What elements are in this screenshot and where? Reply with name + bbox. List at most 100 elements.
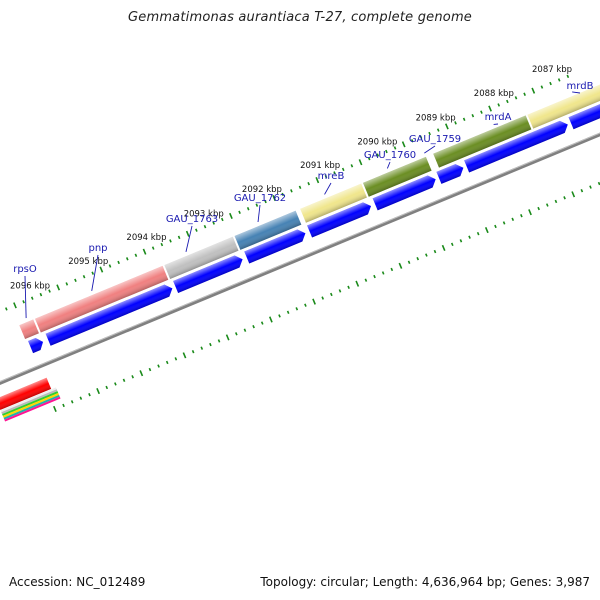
inner-tick-minor: [200, 346, 204, 350]
inner-tick-major: [398, 262, 403, 269]
outer-tick-minor: [39, 292, 43, 297]
outer-tick-minor: [91, 271, 95, 275]
inner-tick-minor: [209, 342, 212, 347]
inner-tick-minor: [416, 256, 420, 261]
cds-arrow-sheen: [28, 337, 44, 354]
inner-tick-minor: [148, 367, 152, 372]
cds-arrow-sheen: [173, 255, 243, 293]
kbp-label: 2094 kbp: [126, 233, 166, 243]
inner-tick-minor: [381, 271, 385, 275]
inner-tick-minor: [330, 292, 333, 297]
gene-label-leader: [324, 182, 332, 195]
outer-tick-minor: [281, 192, 285, 197]
outer-tick-minor: [82, 275, 86, 279]
cds-arrow-sheen: [307, 202, 372, 238]
backbone-highlight: [0, 105, 600, 398]
gene-label-leader: [91, 254, 99, 291]
outer-tick-minor: [74, 278, 77, 283]
outer-tick-major: [99, 266, 104, 273]
outer-tick-minor: [246, 207, 250, 211]
gene-label-leader: [424, 145, 436, 154]
backbone-line: [0, 105, 600, 400]
gene-labels: rpsO pnp GAU_1763 GAU_1762 mreB GAU_1760 GAU_1…: [13, 81, 594, 319]
outer-tick-minor: [514, 96, 518, 100]
outer-tick-minor: [48, 289, 51, 293]
kbp-label: 2090 kbp: [357, 137, 397, 147]
cds-arrow-sheen: [244, 229, 306, 264]
inner-band-green: [2, 391, 59, 416]
outer-tick-minor: [238, 210, 241, 215]
inner-tick-minor: [62, 403, 65, 408]
inner-tick-minor: [433, 249, 437, 254]
inner-tick-major: [53, 405, 57, 413]
feature-sheen: [35, 265, 169, 333]
kbp-label: 2093 kbp: [184, 209, 224, 219]
inner-tick-minor: [476, 231, 480, 236]
outer-tick-minor: [169, 239, 172, 243]
map-title: Gemmatimonas aurantiaca T-27, complete g…: [127, 10, 473, 25]
cds-track: [28, 92, 600, 354]
inner-tick-minor: [390, 267, 394, 272]
kbp-label: 2088 kbp: [474, 89, 514, 99]
inner-tick-major: [96, 387, 100, 395]
inner-tick-minor: [425, 253, 428, 257]
inner-tick-minor: [494, 224, 497, 229]
gene-label: rpsO: [13, 264, 37, 275]
inner-tick-major: [225, 334, 230, 341]
feature-sheen: [19, 319, 39, 340]
kbp-label: 2096 kbp: [10, 281, 50, 291]
inner-tick-minor: [321, 296, 325, 300]
feature-sheen: [300, 183, 367, 223]
gene-label: mreB: [318, 171, 345, 182]
outer-tick-minor: [462, 117, 466, 121]
outer-tick-minor: [65, 282, 69, 286]
inner-tick-minor: [243, 328, 247, 332]
outer-tick-minor: [212, 221, 215, 225]
outer-tick-minor: [134, 253, 138, 257]
gene-label-leader: [386, 161, 391, 169]
gene-label-leader: [24, 275, 27, 319]
outer-tick-minor: [506, 99, 509, 104]
kbp-label: 2092 kbp: [242, 185, 282, 195]
outer-tick-minor: [108, 264, 112, 268]
inner-tick-minor: [459, 239, 463, 243]
inner-tick-minor: [364, 278, 368, 282]
inner-band-yellow: [2, 392, 60, 418]
outer-tick-minor: [151, 246, 155, 250]
inner-tick-major: [312, 298, 316, 305]
kbp-label: 2087 kbp: [532, 65, 572, 75]
outer-tick-major: [56, 284, 61, 291]
inner-band-teal: [3, 394, 60, 420]
outer-tick-minor: [22, 300, 25, 304]
outer-tick-major: [185, 230, 190, 237]
outer-tick-major: [401, 141, 406, 148]
gene-label-leader: [572, 91, 581, 94]
inner-tick-major: [355, 280, 360, 287]
gene-label: GAU_1763: [166, 214, 218, 225]
inner-tick-major: [182, 352, 187, 359]
outer-tick-minor: [264, 199, 267, 204]
inner-tick-minor: [589, 185, 592, 189]
inner-tick-minor: [252, 324, 255, 329]
gene-label: mrdA: [485, 112, 512, 123]
outer-tick-minor: [471, 114, 475, 118]
inner-tick-minor: [79, 396, 83, 400]
cds-arrow-sheen: [436, 164, 464, 184]
kbp-scale-labels: 2096 kbp 2095 kbp 2094 kbp 2093 kbp 2092 kbp…: [10, 65, 572, 291]
outer-tick-major: [142, 248, 147, 255]
cds-arrow-sheen: [568, 92, 600, 130]
outer-tick-minor: [428, 131, 431, 136]
outer-tick-minor: [454, 121, 457, 125]
inner-band-gray: [1, 389, 58, 415]
kbp-label: 2091 kbp: [300, 161, 340, 171]
inner-tick-minor: [373, 274, 376, 279]
gene-label-leader: [257, 204, 261, 223]
inner-tick-major: [484, 226, 489, 234]
inner-tick-major: [441, 244, 446, 252]
outer-tick-minor: [540, 85, 544, 89]
feature-sheen: [164, 236, 239, 279]
kbp-label: 2089 kbp: [416, 113, 456, 123]
outer-tick-major: [531, 87, 536, 94]
outer-tick-minor: [566, 74, 570, 79]
